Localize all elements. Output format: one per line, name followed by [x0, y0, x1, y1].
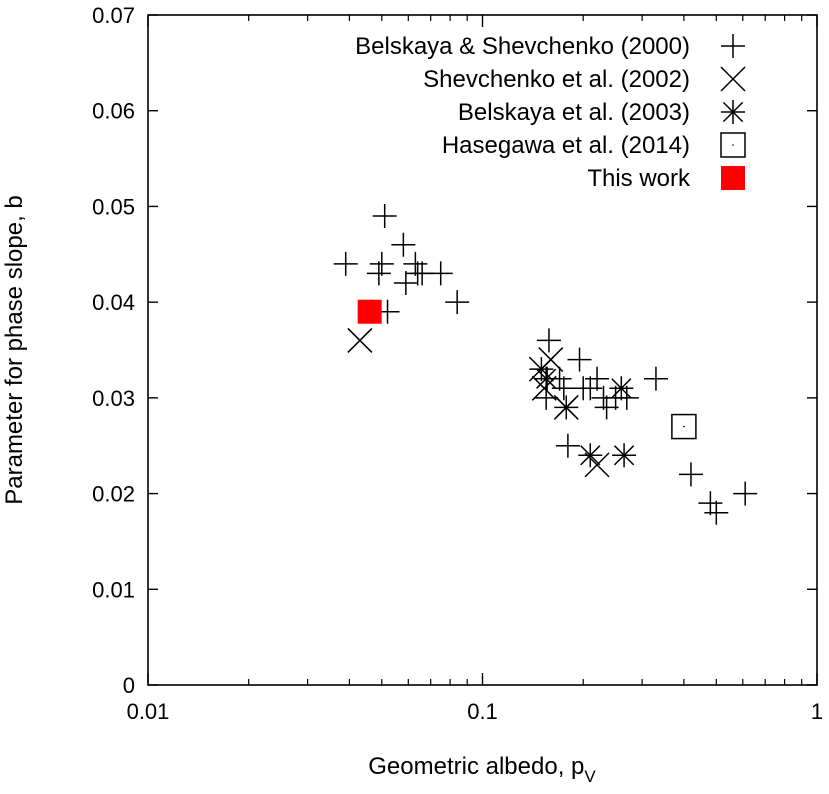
y-tick-label: 0	[123, 673, 135, 698]
x-axis-title: Geometric albedo, pV	[368, 753, 596, 786]
axis-tick-labels: 00.010.020.030.040.050.060.070.01 0.1 1	[92, 3, 823, 724]
data-point-plus-0-7	[393, 271, 418, 295]
data-point-plus-0-32	[733, 481, 758, 506]
open-square-marker-dot	[732, 144, 734, 146]
star-marker-b	[556, 397, 577, 418]
data-point-star-2-2	[578, 443, 603, 468]
y-tick-label: 0.07	[92, 3, 135, 28]
legend-marker-1	[720, 66, 746, 92]
cross-marker-b	[347, 327, 373, 353]
data-point-cross-1-3	[538, 347, 564, 373]
star-marker-b	[611, 378, 632, 399]
y-tick-label: 0.06	[92, 99, 135, 124]
legend-label-4: This work	[587, 165, 691, 192]
data-point-plus-0-31	[704, 500, 729, 525]
data-point-plus-0-12	[445, 290, 470, 315]
data-point-star-2-4	[612, 443, 637, 468]
data-point-plus-0-19	[555, 433, 580, 458]
legend-marker-2	[721, 100, 745, 124]
data-point-plus-0-20	[567, 347, 592, 372]
star-marker-b	[722, 101, 744, 123]
x-tick-label: 0.1	[467, 699, 498, 724]
legend-label-3: Hasegawa et al. (2014)	[442, 132, 690, 159]
legend-label-0: Belskaya & Shevchenko (2000)	[355, 33, 690, 60]
cross-marker-b	[584, 452, 610, 478]
legend-label-1: Shevchenko et al. (2002)	[423, 66, 690, 93]
data-markers	[333, 204, 758, 525]
filled-square-marker	[357, 299, 382, 324]
x-tick-label: 0.01	[127, 699, 170, 724]
open-square-marker-dot	[683, 425, 685, 428]
star-marker-b	[613, 445, 635, 466]
data-point-plus-0-2	[366, 261, 391, 286]
data-point-plus-0-3	[369, 251, 394, 276]
open-square-marker	[671, 413, 697, 440]
x-axis-title-subscript: V	[584, 767, 596, 786]
legend-marker-0	[721, 34, 745, 58]
x-tick-label: 1	[811, 699, 823, 724]
data-point-filled-square-4-0	[357, 299, 382, 324]
data-point-plus-0-30	[698, 491, 723, 516]
data-point-plus-0-16	[536, 328, 561, 353]
data-point-cross-1-2	[531, 375, 557, 401]
star-marker-b	[536, 368, 557, 389]
y-tick-label: 0.04	[92, 290, 135, 315]
data-point-plus-0-29	[678, 462, 703, 487]
legend-marker-4	[721, 166, 745, 190]
y-tick-label: 0.01	[92, 577, 135, 602]
data-point-plus-0-28	[643, 366, 668, 391]
star-marker-b	[580, 445, 601, 466]
legend-marker-3	[720, 132, 746, 158]
legend: Belskaya & Shevchenko (2000) Shevchenko e…	[355, 33, 746, 192]
legend-label-2: Belskaya et al. (2003)	[458, 99, 690, 126]
axis-ticks	[147, 14, 818, 686]
data-point-plus-0-4	[372, 204, 397, 228]
data-point-open-square-3-0	[671, 413, 697, 440]
data-point-plus-0-25	[594, 395, 619, 420]
cross-marker-b	[720, 66, 746, 92]
y-axis-title: Parameter for phase slope, b	[1, 195, 28, 505]
data-point-plus-0-6	[391, 232, 416, 257]
data-point-plus-0-11	[428, 261, 453, 286]
data-point-plus-0-0	[333, 251, 358, 276]
x-axis-title-main: Geometric albedo, p	[368, 753, 584, 780]
cross-marker-b	[531, 375, 557, 401]
y-tick-label: 0.03	[92, 386, 135, 411]
data-point-star-2-3	[609, 376, 634, 401]
filled-square-marker	[721, 166, 745, 190]
data-point-plus-0-23	[585, 366, 610, 391]
data-point-plus-0-8	[403, 251, 428, 276]
data-point-star-2-0	[534, 366, 559, 391]
data-point-plus-0-27	[614, 385, 639, 410]
data-point-star-2-1	[554, 395, 579, 420]
cross-marker-b	[538, 347, 564, 373]
data-point-cross-1-0	[347, 327, 373, 353]
y-tick-label: 0.05	[92, 194, 135, 219]
y-tick-label: 0.02	[92, 482, 135, 507]
data-point-plus-0-22	[578, 376, 603, 401]
